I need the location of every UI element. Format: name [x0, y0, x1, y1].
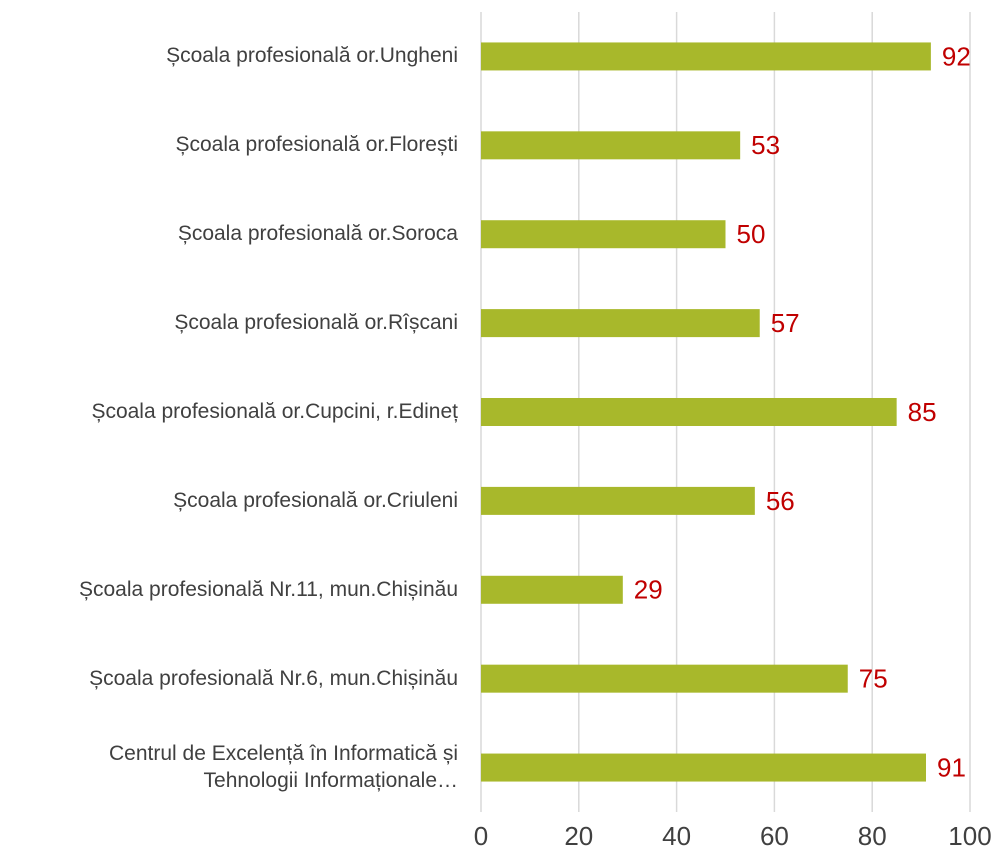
data-label: 56 — [766, 486, 795, 516]
y-tick-label: Școala profesională or.Soroca — [177, 222, 458, 246]
bar — [481, 220, 726, 249]
y-tick-label: Centrul de Excelență în Informatică și T… — [108, 742, 458, 792]
bar — [481, 309, 760, 338]
x-tick-label: 100 — [948, 821, 991, 851]
y-tick-label: Școala profesională Nr.11, mun.Chișinău — [79, 577, 458, 601]
bar — [481, 42, 931, 71]
data-label: 29 — [634, 575, 663, 605]
data-label: 91 — [937, 752, 966, 782]
y-tick-label: Școala profesională or.Ungheni — [166, 44, 458, 68]
bar — [481, 398, 897, 426]
y-tick-label: Școala profesională or.Florești — [175, 133, 459, 157]
y-tick-label: Școala profesională or.Rîșcani — [174, 310, 458, 334]
data-label: 50 — [737, 219, 766, 249]
y-tick-label: Școala profesională or.Cupcini, r.Edineț — [91, 399, 458, 423]
bar — [481, 753, 926, 782]
bar — [481, 486, 755, 515]
bar — [481, 131, 741, 160]
data-label: 57 — [771, 308, 800, 338]
data-label: 75 — [859, 664, 888, 694]
bar — [481, 664, 848, 693]
y-tick-label: Școala profesională or.Criuleni — [173, 488, 458, 512]
data-label: 53 — [751, 130, 780, 160]
y-tick-label: Școala profesională Nr.6, mun.Chișinău — [89, 666, 458, 690]
bar — [481, 575, 623, 604]
x-tick-label: 40 — [662, 821, 691, 851]
x-tick-label: 80 — [858, 821, 887, 851]
x-tick-label: 0 — [474, 821, 488, 851]
x-tick-label: 60 — [760, 821, 789, 851]
data-label: 92 — [942, 41, 971, 71]
x-tick-label: 20 — [564, 821, 593, 851]
data-label: 85 — [908, 397, 937, 427]
